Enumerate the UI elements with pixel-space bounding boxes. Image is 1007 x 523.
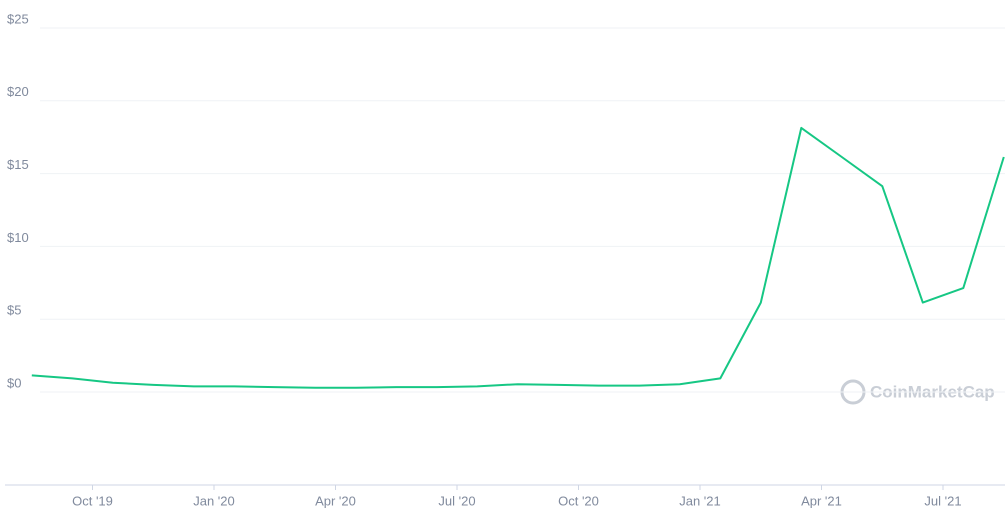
y-tick-label: $10 — [7, 230, 29, 245]
y-tick-label: $25 — [7, 11, 29, 26]
x-tick-label: Apr '20 — [315, 493, 356, 508]
y-tick-label: $20 — [7, 84, 29, 99]
y-tick-label: $5 — [7, 303, 21, 318]
price-line — [31, 126, 1005, 389]
x-tick-label: Oct '20 — [558, 493, 599, 508]
x-tick-label: Jan '21 — [679, 493, 721, 508]
x-tick-label: Jul '20 — [438, 493, 475, 508]
x-tick-label: Jul '21 — [924, 493, 961, 508]
y-tick-label: $15 — [7, 157, 29, 172]
y-tick-label: $0 — [7, 375, 21, 390]
x-tick-label: Jan '20 — [193, 493, 235, 508]
x-tick-label: Apr '21 — [801, 493, 842, 508]
x-tick-label: Oct '19 — [72, 493, 113, 508]
